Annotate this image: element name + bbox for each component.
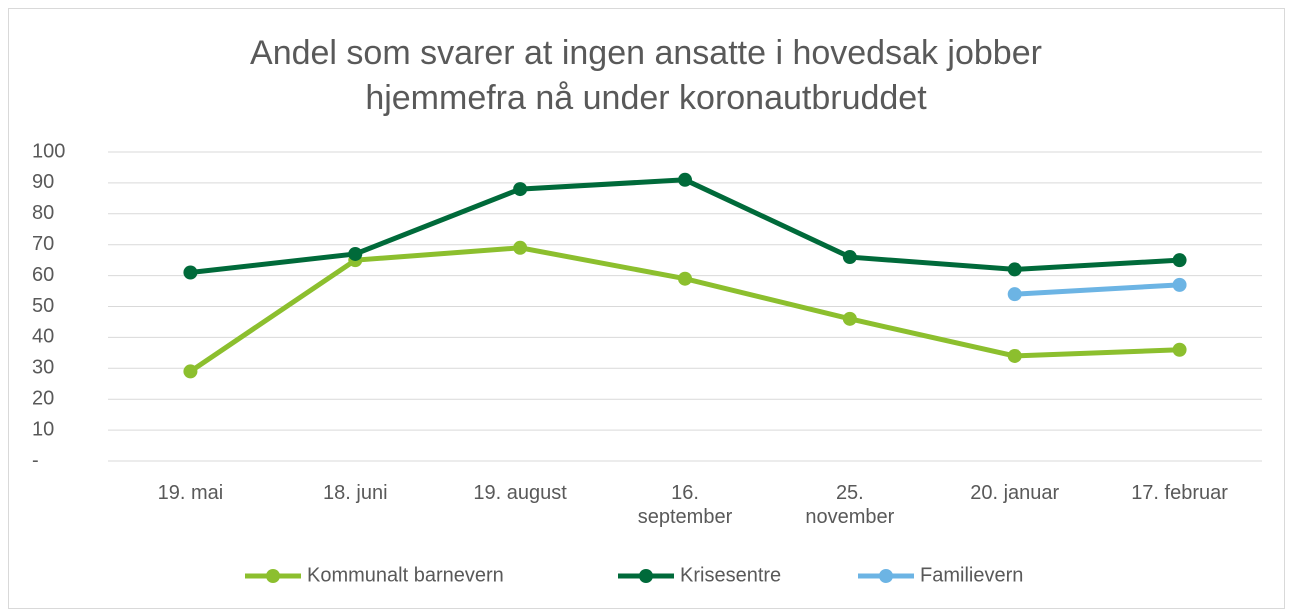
legend-marker bbox=[879, 569, 893, 583]
data-point bbox=[1172, 277, 1187, 292]
y-tick-label: 70 bbox=[32, 233, 54, 255]
data-point bbox=[1172, 342, 1187, 357]
x-tick-label: 20. januar bbox=[970, 482, 1060, 504]
y-tick-label: 50 bbox=[32, 295, 54, 317]
y-tick-label: - bbox=[32, 449, 39, 471]
x-tick-label: 18. juni bbox=[323, 482, 388, 504]
y-tick-label: 60 bbox=[32, 264, 54, 286]
data-point bbox=[1007, 287, 1022, 302]
x-tick-label: 25. november bbox=[805, 482, 895, 528]
legend-label: Krisesentre bbox=[680, 564, 781, 586]
data-point bbox=[678, 271, 692, 286]
y-tick-label: 40 bbox=[32, 326, 54, 348]
data-point bbox=[678, 172, 692, 187]
chart-border bbox=[8, 8, 1285, 609]
series-line bbox=[190, 177, 1180, 275]
legend-marker bbox=[639, 569, 653, 583]
series-line bbox=[1014, 282, 1180, 297]
y-tick-label: 20 bbox=[32, 387, 54, 409]
data-point bbox=[348, 246, 363, 261]
x-tick-label: 17. februar bbox=[1131, 482, 1228, 504]
legend-label: Kommunalt barnevern bbox=[307, 564, 504, 586]
legend-label: Familievern bbox=[920, 564, 1023, 586]
x-tick-label: 16. september bbox=[637, 482, 733, 528]
x-tick-label: 19. august bbox=[473, 482, 567, 504]
data-point bbox=[842, 311, 857, 326]
y-tick-label: 30 bbox=[32, 357, 54, 379]
chart-title: Andel som svarer at ingen ansatte i hove… bbox=[250, 34, 1042, 117]
data-point bbox=[1172, 253, 1187, 268]
data-point bbox=[183, 265, 198, 280]
legend-marker bbox=[266, 569, 280, 583]
data-point bbox=[183, 364, 198, 379]
y-tick-label: 90 bbox=[32, 171, 54, 193]
y-tick-label: 100 bbox=[32, 140, 65, 162]
y-tick-label: 80 bbox=[32, 202, 54, 224]
data-point bbox=[842, 250, 857, 265]
data-point bbox=[1007, 262, 1022, 277]
y-tick-label: 10 bbox=[32, 418, 54, 440]
data-point bbox=[1007, 348, 1022, 363]
data-point bbox=[513, 240, 528, 255]
x-tick-label: 19. mai bbox=[157, 482, 224, 504]
data-point bbox=[513, 182, 528, 197]
